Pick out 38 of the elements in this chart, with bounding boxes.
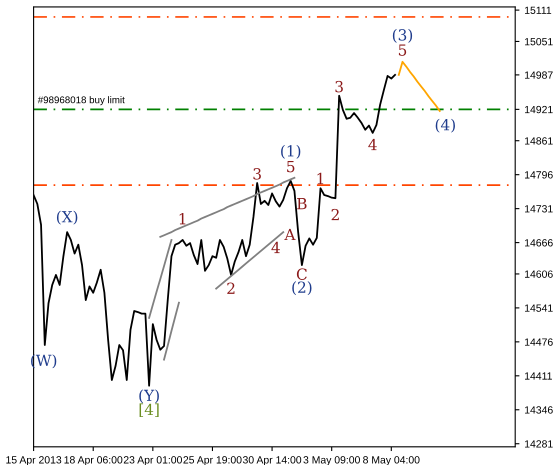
annotation: (2) [292, 281, 312, 296]
y-tick-label: 14281 [525, 440, 553, 448]
annotation: 2 [227, 282, 234, 294]
annotation: (4) [436, 118, 455, 133]
annotation: [4] [140, 403, 159, 418]
annotation: 1 [180, 213, 186, 224]
line-series [148, 239, 172, 319]
y-tick-label: 14606 [525, 270, 553, 278]
annotation: 4 [271, 242, 280, 254]
annotation: (X) [56, 210, 78, 225]
annotation: 3 [253, 168, 261, 180]
annotation: 3 [335, 80, 343, 92]
annotation: 1 [318, 172, 324, 184]
y-tick-label: 15051 [525, 38, 553, 46]
y-tick-label: 14346 [525, 406, 553, 414]
y-tick-label: 14796 [525, 171, 553, 179]
annotation: 5 [287, 160, 294, 172]
y-tick-label: 14731 [525, 205, 553, 213]
y-tick-label: 14666 [525, 239, 553, 246]
y-tick-label: 14411 [525, 372, 552, 380]
annotation: A [284, 228, 296, 240]
y-tick-label: 14861 [525, 137, 553, 145]
y-tick-label: 14921 [525, 106, 553, 114]
y-tick-label: 14476 [525, 338, 553, 346]
annotation: 2 [332, 208, 339, 220]
annotation: (Y) [139, 389, 159, 404]
annotation: (1) [281, 144, 300, 159]
annotation: 5 [398, 44, 406, 56]
annotation: (3) [392, 28, 412, 43]
annotation: C [296, 268, 307, 280]
line-series [398, 60, 441, 112]
annotation: B [297, 198, 307, 210]
y-tick-label: 15111 [525, 6, 552, 14]
ref-line-label: #98968018 buy limit [38, 96, 125, 106]
y-tick-label: 14541 [525, 304, 553, 312]
line-series [163, 302, 180, 361]
y-tick-label: 14987 [525, 71, 553, 79]
annotation: 4 [368, 138, 377, 150]
